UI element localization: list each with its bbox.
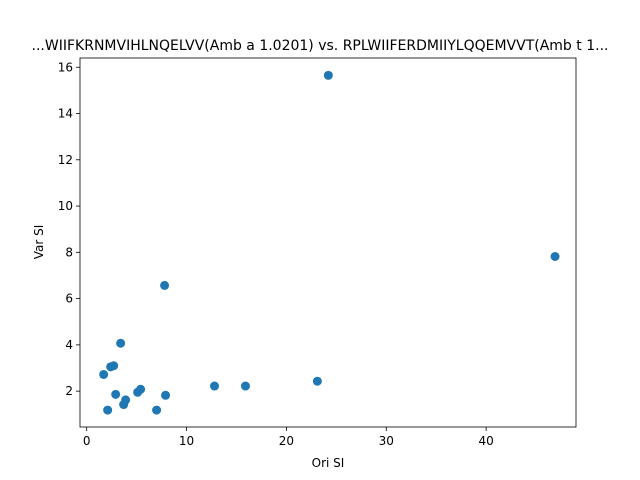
y-tick-label: 6 (65, 292, 73, 306)
data-point-0 (99, 369, 109, 379)
data-point-11 (160, 280, 170, 290)
data-point-15 (312, 376, 322, 386)
data-point-17 (550, 251, 560, 261)
y-tick-label: 4 (65, 338, 73, 352)
x-tick-label: 10 (179, 434, 194, 448)
data-point-5 (116, 338, 126, 348)
data-point-13 (210, 381, 220, 391)
x-tick-label: 0 (83, 434, 91, 448)
y-tick-label: 14 (58, 107, 73, 121)
y-tick-label: 2 (65, 384, 73, 398)
y-tick-label: 16 (58, 60, 73, 74)
data-points (99, 70, 560, 415)
y-tick-label: 8 (65, 245, 73, 259)
data-point-1 (103, 405, 113, 415)
y-tick-label: 12 (58, 153, 73, 167)
data-point-12 (161, 390, 171, 400)
x-axis-ticks: 0 10 20 30 40 (83, 427, 494, 448)
x-tick-label: 30 (379, 434, 394, 448)
y-axis-label: Var SI (32, 225, 46, 260)
data-point-3 (109, 361, 119, 371)
plot-frame (79, 57, 577, 428)
data-point-16 (323, 70, 333, 80)
x-tick-label: 20 (279, 434, 294, 448)
data-point-7 (121, 395, 131, 405)
chart-title: ...WIIFKRNMVIHLNQELVV(Amb a 1.0201) vs. … (32, 38, 609, 54)
x-axis-label: Ori SI (312, 456, 345, 470)
x-tick-label: 40 (478, 434, 493, 448)
data-point-14 (240, 381, 250, 391)
data-point-4 (111, 389, 121, 399)
y-tick-label: 10 (58, 199, 73, 213)
data-point-10 (152, 405, 162, 415)
y-axis-ticks: 2 4 6 8 10 12 14 16 (58, 60, 80, 398)
data-point-9 (136, 384, 146, 394)
